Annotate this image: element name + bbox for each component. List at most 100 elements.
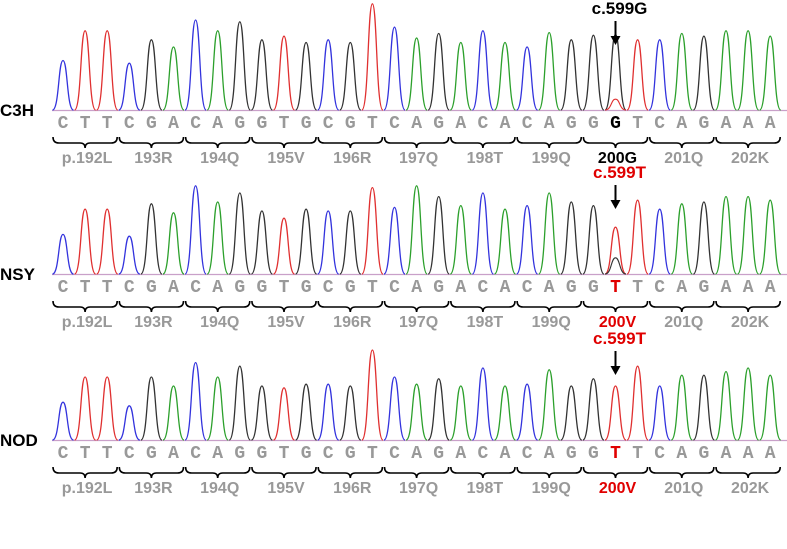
codon-bracket-6 bbox=[383, 466, 450, 479]
base-letter: T bbox=[279, 114, 290, 134]
codon-bracket-6 bbox=[383, 300, 450, 313]
base-letter: G bbox=[588, 444, 599, 464]
base-letter: A bbox=[544, 444, 555, 464]
peak-18-G bbox=[427, 32, 450, 111]
peak-7-C bbox=[184, 19, 207, 111]
base-letter: G bbox=[566, 444, 577, 464]
base-letter: G bbox=[345, 114, 356, 134]
codon-bracket-10 bbox=[648, 136, 715, 149]
codon-bracket-3 bbox=[184, 300, 251, 313]
peak-25-G bbox=[582, 34, 605, 111]
base-letter: A bbox=[544, 114, 555, 134]
base-letter: C bbox=[124, 444, 135, 464]
peak-22-C bbox=[515, 204, 539, 275]
mutant-base-letter: T bbox=[610, 444, 621, 464]
peak-8-A bbox=[206, 376, 229, 441]
peak-9-G bbox=[228, 21, 251, 111]
peak-25-G bbox=[582, 378, 605, 441]
peak-15-T bbox=[361, 349, 384, 441]
base-letter: G bbox=[146, 114, 157, 134]
mutant-base-letter: T bbox=[610, 278, 621, 298]
base-letter: G bbox=[301, 114, 312, 134]
base-letter: A bbox=[676, 114, 687, 134]
codon-label: 195V bbox=[267, 480, 305, 497]
peak-22-C bbox=[515, 46, 539, 111]
codon-bracket-10 bbox=[648, 466, 715, 479]
codon-bracket-9 bbox=[582, 300, 649, 313]
secondary-peak-26-G bbox=[604, 257, 627, 275]
base-letter: A bbox=[544, 278, 555, 298]
peak-11-T bbox=[272, 387, 296, 441]
peak-8-A bbox=[206, 201, 229, 275]
base-letter: G bbox=[698, 444, 709, 464]
peak-33-A bbox=[759, 35, 782, 111]
secondary-peak-26-T bbox=[604, 98, 627, 111]
peak-4-C bbox=[118, 62, 141, 111]
peak-10-G bbox=[250, 385, 274, 441]
mutant-codon-label: 200V bbox=[599, 480, 637, 497]
peak-14-G bbox=[339, 41, 362, 111]
base-letter: G bbox=[588, 278, 599, 298]
base-letter: A bbox=[721, 278, 732, 298]
peak-15-T bbox=[361, 3, 384, 111]
codon-label: 202K bbox=[731, 480, 770, 497]
base-letter: G bbox=[566, 278, 577, 298]
base-letter: G bbox=[301, 444, 312, 464]
peak-29-A bbox=[670, 32, 693, 111]
codon-label: 199Q bbox=[532, 480, 571, 497]
codon-label: 195V bbox=[267, 314, 305, 331]
peak-7-C bbox=[184, 185, 207, 275]
base-letter: A bbox=[500, 278, 511, 298]
codon-bracket-4 bbox=[251, 300, 317, 313]
base-letter: A bbox=[721, 114, 732, 134]
base-letter: A bbox=[212, 444, 223, 464]
base-letter: G bbox=[345, 444, 356, 464]
base-letter: A bbox=[676, 278, 687, 298]
base-letter: T bbox=[367, 278, 378, 298]
peak-29-A bbox=[670, 203, 693, 275]
base-letter: A bbox=[743, 278, 754, 298]
base-letter: A bbox=[411, 444, 422, 464]
mutant-codon-label: 200V bbox=[599, 314, 637, 331]
base-letter: A bbox=[212, 114, 223, 134]
base-letter: C bbox=[190, 114, 201, 134]
codon-label: 196R bbox=[333, 314, 372, 331]
codon-bracket-4 bbox=[251, 466, 317, 479]
peak-12-G bbox=[294, 383, 318, 441]
peak-3-T bbox=[96, 376, 119, 441]
base-letter: A bbox=[500, 114, 511, 134]
peak-21-A bbox=[493, 41, 517, 111]
peak-24-G bbox=[560, 39, 583, 111]
base-letter: T bbox=[102, 114, 113, 134]
mutation-arrow-head bbox=[610, 200, 621, 209]
peak-2-T bbox=[73, 208, 97, 275]
peak-6-A bbox=[162, 46, 185, 111]
peak-28-C bbox=[648, 39, 671, 111]
base-letter: C bbox=[389, 444, 400, 464]
base-letter: G bbox=[234, 444, 245, 464]
codon-label: 199Q bbox=[532, 150, 571, 167]
peak-27-T bbox=[626, 199, 649, 275]
base-letter: C bbox=[389, 114, 400, 134]
base-letter: C bbox=[58, 444, 69, 464]
peak-2-T bbox=[73, 376, 97, 441]
base-letter: G bbox=[234, 278, 245, 298]
base-letter: G bbox=[146, 278, 157, 298]
peak-11-T bbox=[272, 35, 296, 111]
base-letter: A bbox=[765, 444, 776, 464]
peak-5-G bbox=[140, 39, 163, 111]
base-letter: G bbox=[256, 444, 267, 464]
codon-label: p.192L bbox=[62, 480, 113, 497]
base-letter: G bbox=[301, 278, 312, 298]
peak-26-T bbox=[604, 226, 627, 275]
peak-21-A bbox=[493, 385, 517, 441]
codon-label: 198T bbox=[467, 480, 504, 497]
codon-bracket-2 bbox=[118, 136, 185, 149]
base-letter: C bbox=[522, 444, 533, 464]
codon-bracket-5 bbox=[317, 300, 384, 313]
peak-1-C bbox=[51, 59, 75, 111]
codon-bracket-11 bbox=[715, 136, 781, 149]
codon-bracket-6 bbox=[383, 136, 450, 149]
base-letter: A bbox=[168, 114, 179, 134]
mutation-arrow-head bbox=[610, 36, 621, 45]
